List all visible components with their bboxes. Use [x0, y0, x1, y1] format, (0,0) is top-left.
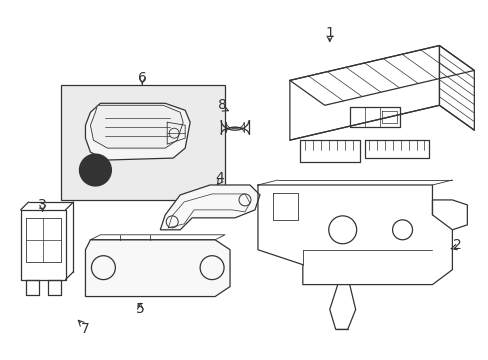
- Text: 5: 5: [136, 302, 144, 316]
- Text: 1: 1: [325, 26, 333, 40]
- Text: 7: 7: [81, 323, 90, 337]
- Polygon shape: [90, 105, 183, 148]
- Text: 8: 8: [217, 98, 226, 112]
- Text: 4: 4: [215, 171, 224, 185]
- Polygon shape: [160, 185, 260, 230]
- Text: 6: 6: [138, 71, 146, 85]
- Polygon shape: [85, 240, 229, 297]
- Bar: [61, 85, 224, 200]
- Text: 3: 3: [38, 198, 47, 212]
- Text: 2: 2: [452, 238, 461, 252]
- Polygon shape: [85, 103, 190, 160]
- Circle shape: [80, 154, 111, 186]
